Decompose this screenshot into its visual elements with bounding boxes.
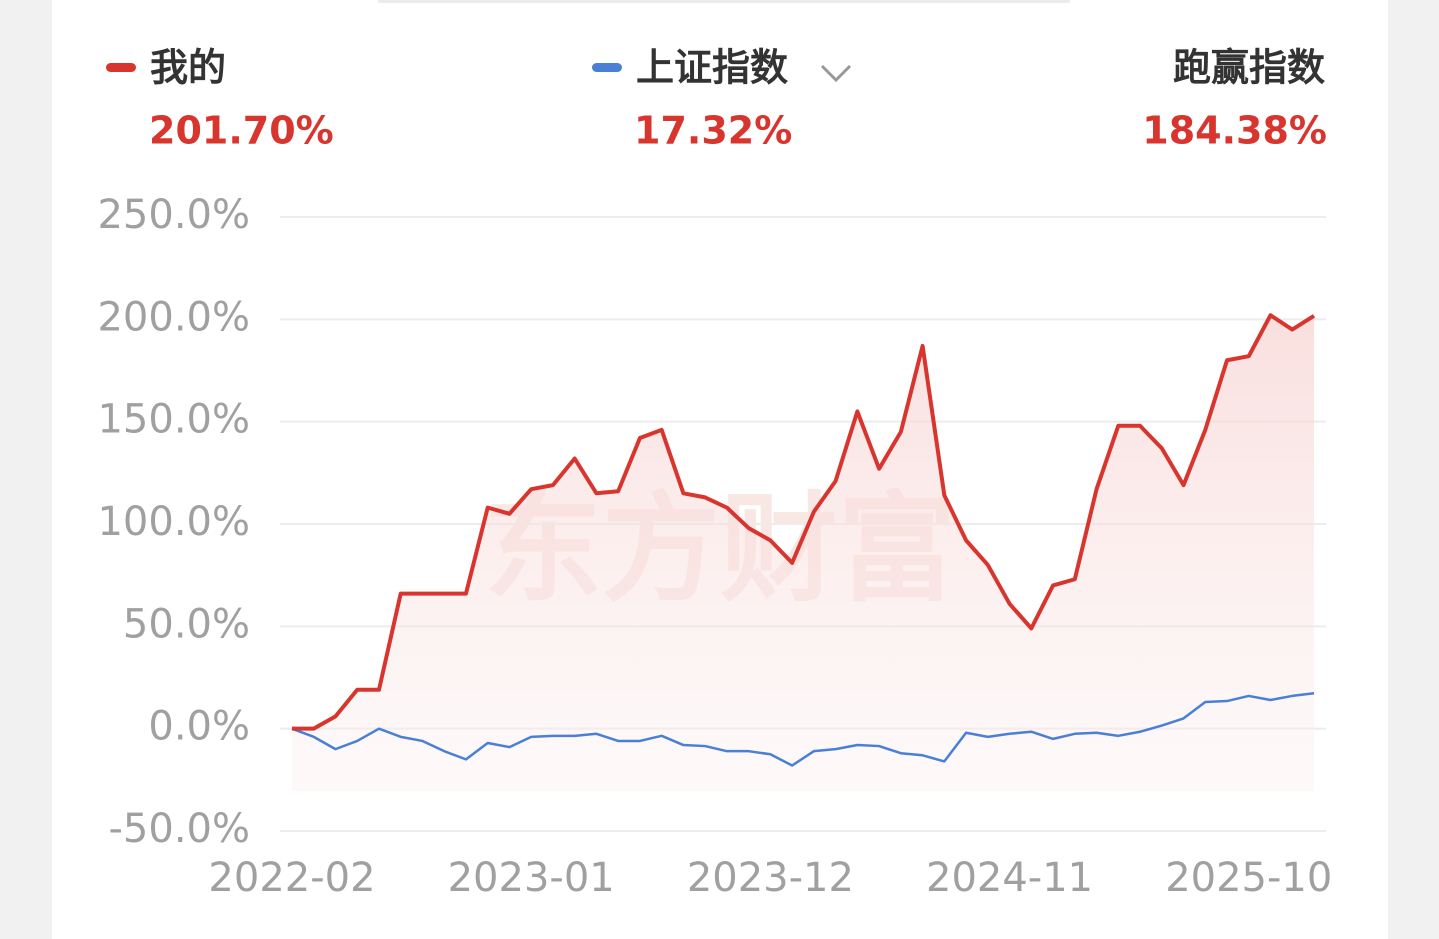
- return-value: 184.38%: [1142, 109, 1327, 153]
- dropdown-chevron[interactable]: [820, 64, 852, 83]
- legend-swatch: [592, 63, 622, 72]
- x-tick-label: 2023-01: [448, 855, 615, 901]
- y-tick-label: 200.0%: [97, 294, 250, 340]
- x-tick-label: 2022-02: [208, 855, 375, 901]
- x-tick-label: 2025-10: [1165, 855, 1332, 901]
- area-fill: [292, 315, 1314, 791]
- y-tick-label: 50.0%: [123, 601, 250, 647]
- return-value: 201.70%: [149, 109, 334, 153]
- return-value: 17.32%: [634, 109, 792, 153]
- legend-label[interactable]: 上证指数: [636, 46, 788, 90]
- y-tick-label: -50.0%: [108, 806, 250, 852]
- y-tick-label: 250.0%: [97, 192, 250, 238]
- top-handle: [378, 0, 1070, 3]
- legend-label: 我的: [150, 46, 226, 90]
- y-tick-label: 150.0%: [97, 397, 250, 443]
- x-tick-label: 2023-12: [687, 855, 854, 901]
- legend-label: 跑赢指数: [1173, 46, 1325, 90]
- legend-swatch: [106, 63, 136, 72]
- series-line: [292, 313, 1316, 731]
- x-tick-label: 2024-11: [926, 855, 1093, 901]
- series-line: [291, 691, 1315, 767]
- y-tick-label: 100.0%: [97, 499, 250, 545]
- y-tick-label: 0.0%: [148, 704, 250, 750]
